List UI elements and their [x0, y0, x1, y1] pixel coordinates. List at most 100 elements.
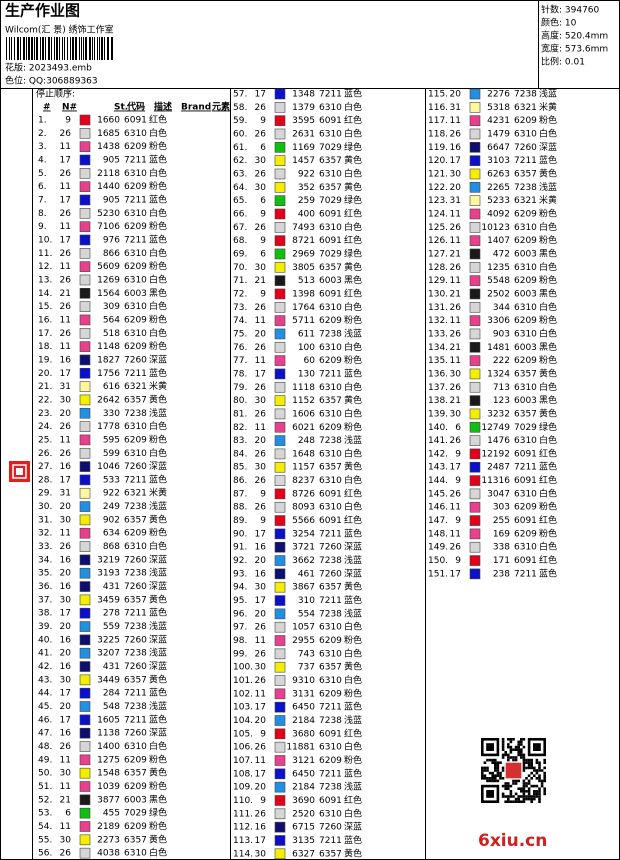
qr-cell [496, 779, 500, 783]
qr-cell [543, 779, 546, 783]
qr-cell [496, 769, 500, 772]
qr-cell [517, 740, 520, 744]
stitch-count: 1564 [97, 289, 120, 299]
row-number: 77. [233, 356, 247, 366]
color-name: 黄色 [344, 581, 362, 593]
qr-cell [507, 745, 510, 749]
thread-code: 6209 [319, 636, 342, 646]
color-name: 蓝色 [344, 367, 362, 379]
thread-code: 6357 [124, 595, 147, 605]
thread-code: 6209 [124, 342, 147, 352]
qr-cell [520, 753, 523, 757]
row-number: 24. [38, 422, 52, 432]
color-name: 白色 [149, 207, 167, 219]
color-name: 黄色 [344, 661, 362, 673]
stitch-count: 564 [103, 315, 120, 325]
thread-code: 7211 [319, 90, 342, 100]
row-number: 96. [233, 609, 247, 619]
stitch-count: 6715 [292, 823, 315, 833]
row-number: 52. [38, 795, 52, 805]
color-name: 浅蓝 [344, 607, 362, 619]
needle-number: 26 [255, 809, 267, 819]
row-number: 93. [233, 569, 247, 579]
stitch-count: 12749 [481, 423, 510, 433]
needle-number: 9 [260, 516, 266, 526]
color-name: 白色 [344, 447, 362, 459]
qr-cell [538, 774, 541, 777]
thread-code: 6209 [514, 316, 537, 326]
summary-line: 颜色: 10 [541, 17, 577, 29]
qr-cell [496, 764, 500, 767]
stitch-count: 6450 [292, 769, 315, 779]
color-name: 蓝色 [344, 527, 362, 539]
qr-cell [533, 795, 536, 798]
needle-number: 17 [255, 529, 266, 539]
needle-number: 20 [60, 649, 72, 659]
thread-code: 7238 [514, 90, 537, 100]
color-swatch [79, 287, 91, 299]
color-swatch [274, 381, 286, 393]
qr-cell [522, 784, 526, 788]
color-swatch [469, 435, 481, 446]
column-header: St. [114, 103, 128, 113]
row-number: 56. [38, 849, 52, 859]
thread-code: 6310 [124, 249, 147, 259]
needle-number: 30 [60, 835, 72, 845]
row-number: 131. [428, 303, 448, 313]
qr-cell [504, 800, 507, 803]
stitch-count: 330 [103, 409, 120, 419]
bar [107, 37, 109, 60]
needle-number: 21 [60, 795, 71, 805]
bar [72, 37, 74, 60]
row-number: 108. [233, 769, 253, 779]
thread-code: 7238 [319, 783, 342, 793]
qr-cell [481, 769, 484, 772]
stitch-count: 713 [493, 383, 510, 393]
column-header: 描述 [154, 101, 172, 113]
color-swatch [274, 515, 286, 526]
bar [17, 37, 19, 60]
needle-number: 31 [450, 196, 461, 206]
thread-code: 7260 [319, 543, 342, 553]
row-number: 115. [428, 90, 448, 100]
thread-code: 6310 [514, 329, 537, 339]
row-number: 33. [38, 542, 52, 552]
needle-number: 26 [255, 169, 267, 179]
row-number: 89. [233, 516, 247, 526]
color-name: 黄色 [149, 513, 167, 525]
qr-cell [525, 758, 528, 762]
stitch-count: 905 [103, 195, 120, 205]
color-swatch [469, 102, 481, 113]
qr-cell [527, 766, 531, 770]
color-name: 白色 [149, 327, 167, 339]
stitch-count: 1157 [292, 463, 315, 473]
qr-cell [501, 748, 505, 751]
qr-cell [514, 782, 518, 785]
color-swatch [469, 315, 481, 326]
thread-code: 6209 [319, 689, 342, 699]
thread-code: 7238 [124, 622, 147, 632]
needle-number: 11 [255, 423, 266, 433]
thread-code: 7211 [319, 529, 342, 539]
qr-cell [535, 777, 539, 780]
qr-cell [499, 771, 502, 775]
thread-code: 6310 [124, 742, 147, 752]
color-swatch [79, 141, 91, 152]
qr-cell [494, 779, 497, 783]
needle-number: 11 [450, 276, 461, 286]
color-swatch [469, 528, 481, 540]
qr-cell [527, 787, 531, 790]
row-number: 112. [233, 823, 253, 833]
color-swatch [274, 555, 286, 566]
needle-number: 30 [255, 849, 267, 859]
color-swatch [469, 381, 481, 393]
color-swatch [469, 368, 481, 380]
color-name: 白色 [344, 647, 362, 659]
qr-cell [517, 795, 520, 798]
row-number: 136. [428, 369, 448, 379]
needle-number: 16 [60, 729, 72, 739]
qr-cell [507, 800, 510, 803]
row-number: 99. [233, 649, 247, 659]
needle-number: 30 [60, 769, 72, 779]
color-name: 白色 [344, 474, 362, 486]
